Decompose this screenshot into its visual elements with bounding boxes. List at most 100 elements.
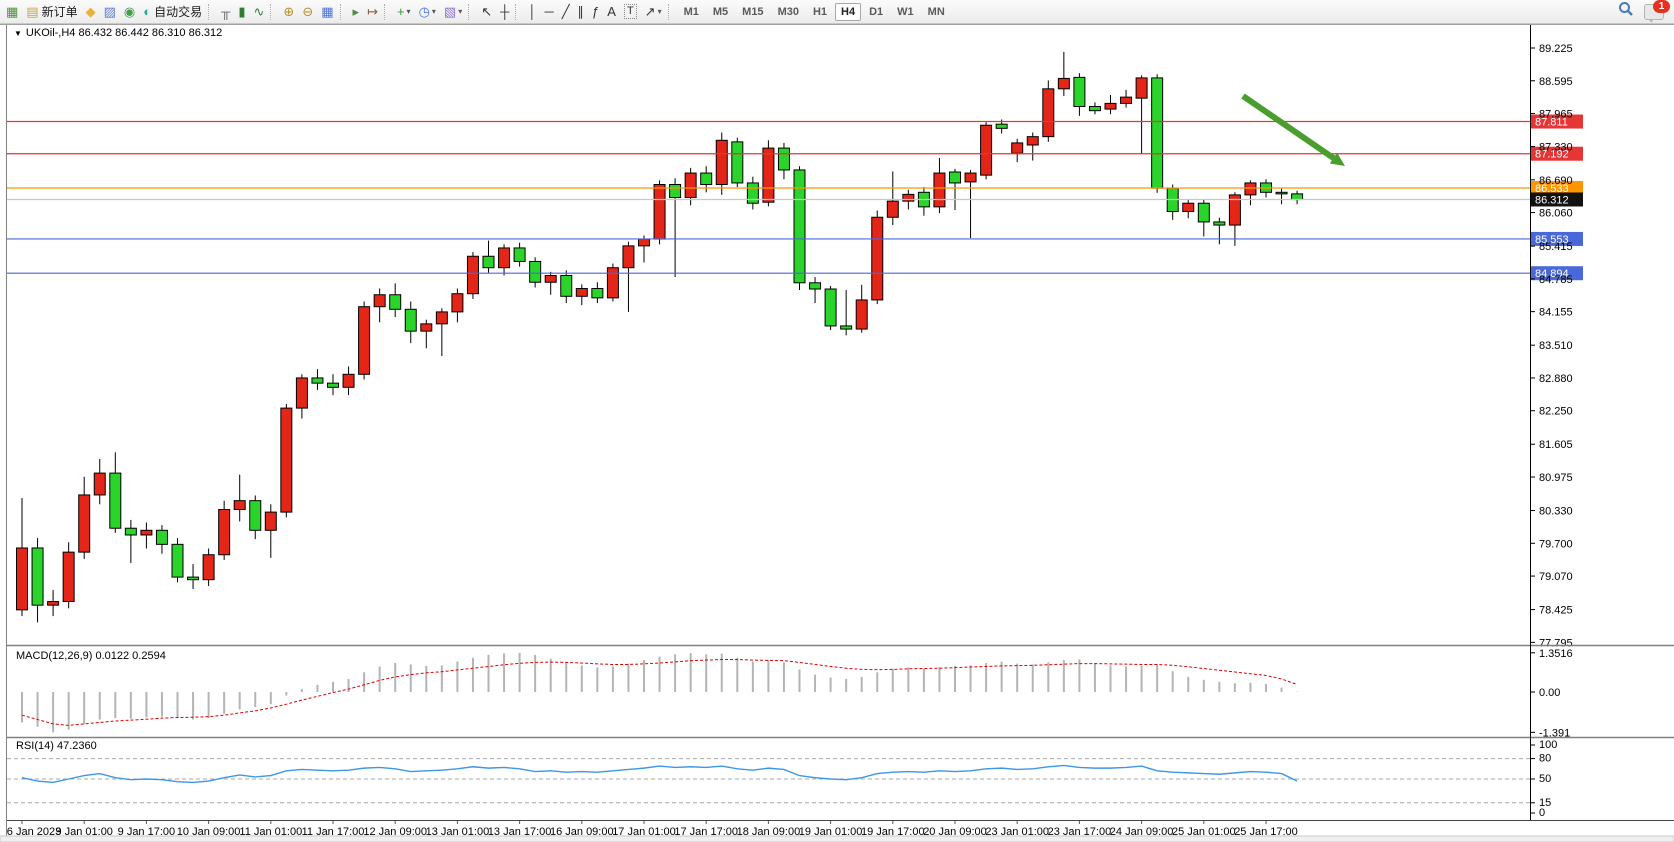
- vertical-line-icon: │: [528, 4, 537, 19]
- periods-button[interactable]: ◷ ▾: [415, 1, 440, 23]
- price-axis-tick-label: 88.595: [1539, 76, 1573, 88]
- symbol-quote-bar[interactable]: ▼ UKOil-,H4 86.432 86.442 86.310 86.312: [14, 27, 222, 39]
- line-chart-button[interactable]: ∿: [250, 1, 269, 23]
- candlestick: [249, 500, 262, 531]
- indicators-button[interactable]: + ▾: [393, 1, 415, 23]
- market-watch-button[interactable]: ▨: [100, 1, 120, 23]
- candlestick: [1182, 202, 1195, 213]
- price-level-tag: [1531, 180, 1583, 195]
- candlestick: [140, 529, 153, 536]
- candlestick: [342, 373, 355, 388]
- crosshair-button[interactable]: ┼: [496, 1, 513, 23]
- zoom-in-icon: ⊕: [283, 4, 295, 19]
- time-axis-label: 25 Jan 01:00: [1172, 826, 1236, 838]
- tile-windows-button[interactable]: ▦: [317, 1, 337, 23]
- fibonacci-button[interactable]: ƒ: [588, 1, 603, 23]
- periods-dropdown-icon[interactable]: ▾: [431, 7, 436, 16]
- text-label-icon: T: [623, 4, 637, 19]
- candlestick: [1135, 77, 1148, 99]
- price-axis-tick-label: 87.965: [1539, 109, 1573, 121]
- candlestick: [498, 247, 511, 269]
- new-order-button[interactable]: ▤ 新订单: [22, 1, 81, 23]
- rsi-axis-tick-label: 50: [1539, 773, 1551, 785]
- candlestick: [171, 543, 184, 578]
- rsi-axis-tick-label: 100: [1539, 739, 1557, 751]
- toolbar-group-chart-types: ╥ ▮ ∿: [217, 1, 268, 23]
- candlestick-chart-button[interactable]: ▮: [234, 1, 249, 23]
- search-icon[interactable]: [1618, 1, 1634, 22]
- notification-bubble-tail: [1648, 18, 1653, 23]
- candlestick: [1228, 194, 1241, 226]
- candlestick: [746, 182, 759, 204]
- metaeditor-button[interactable]: ◆: [82, 1, 100, 23]
- templates-dropdown-icon[interactable]: ▾: [458, 7, 463, 16]
- signals-icon: ◉: [123, 4, 136, 19]
- timeframe-m15[interactable]: M15: [742, 5, 764, 18]
- candlestick: [513, 247, 526, 262]
- new-chart-button[interactable]: ▦: [2, 1, 22, 23]
- macd-indicator-label: MACD(12,26,9) 0.0122 0.2594: [16, 650, 166, 662]
- candlestick: [964, 172, 977, 183]
- timeframe-m5[interactable]: M5: [712, 5, 729, 18]
- text-label-button[interactable]: T: [620, 1, 641, 23]
- macd-axis-tick-label: 1.3516: [1539, 648, 1573, 660]
- vertical-line-button[interactable]: │: [524, 1, 540, 23]
- toolbar-group-scroll: ▸ ↦: [349, 1, 382, 23]
- autotrading-button: ◐: [143, 4, 152, 19]
- timeframe-d1[interactable]: D1: [869, 5, 884, 18]
- line-chart-icon: ∿: [253, 4, 265, 19]
- candlestick: [1151, 77, 1164, 189]
- candlestick: [264, 511, 277, 531]
- toolbar-group-zoom: ⊕ ⊖ ▦: [279, 1, 337, 23]
- price-level-tag: [1531, 231, 1583, 246]
- candlestick: [949, 171, 961, 184]
- trendline-button[interactable]: ╱: [558, 1, 574, 23]
- trend-arrow[interactable]: [1241, 93, 1336, 161]
- zoom-out-icon: ⊖: [302, 4, 314, 19]
- price-level-tag: [1531, 192, 1583, 207]
- candlestick: [373, 294, 386, 308]
- price-level-tag-text: 87.192: [1535, 149, 1569, 161]
- auto-scroll-button[interactable]: ▸: [349, 1, 364, 23]
- arrows-dropdown-icon[interactable]: ▾: [657, 7, 662, 16]
- equidistant-channel-button[interactable]: ∥: [574, 1, 589, 23]
- candlestick: [420, 323, 433, 332]
- timeframe-h1[interactable]: H1: [812, 5, 828, 18]
- templates-button[interactable]: ▧ ▾: [440, 1, 466, 23]
- zoom-out-button[interactable]: ⊖: [298, 1, 317, 23]
- bar-chart-button[interactable]: ╥: [217, 1, 234, 23]
- candlestick: [1042, 88, 1055, 138]
- candlestick: [31, 547, 44, 606]
- new-order-button: ▤: [26, 4, 39, 19]
- candlestick: [591, 288, 604, 299]
- timeframe-w1[interactable]: W1: [897, 5, 914, 18]
- templates-icon: ▧: [443, 4, 457, 19]
- candlestick: [809, 282, 822, 290]
- price-axis-tick-label: 81.605: [1539, 439, 1573, 451]
- zoom-in-button[interactable]: ⊕: [279, 1, 298, 23]
- notifications-icon[interactable]: 1: [1644, 0, 1670, 23]
- text-button[interactable]: A: [603, 1, 620, 23]
- timeframe-h4[interactable]: H4: [835, 2, 862, 21]
- signals-button[interactable]: ◉: [120, 1, 139, 23]
- candlestick: [295, 377, 308, 409]
- autotrading-button[interactable]: ◐ 自动交易: [139, 1, 206, 23]
- toolbar-separator: [339, 3, 345, 20]
- candlestick: [575, 288, 588, 297]
- periods-icon: ◷: [418, 4, 430, 19]
- candlestick: [793, 169, 806, 284]
- price-axis-tick-label: 84.785: [1539, 274, 1573, 286]
- indicators-dropdown-icon[interactable]: ▾: [406, 7, 411, 16]
- horizontal-line-button[interactable]: ─: [540, 1, 557, 23]
- toolbar-group-trade: ▦ ▤ 新订单 ◆ ▨ ◉ ◐ 自动交易: [2, 1, 206, 23]
- chart-shift-button[interactable]: ↦: [363, 1, 382, 23]
- cursor-button[interactable]: ↖: [477, 1, 496, 23]
- price-axis-tick-label: 79.700: [1539, 538, 1573, 550]
- timeframe-mn[interactable]: MN: [927, 5, 945, 18]
- timeframe-m30[interactable]: M30: [777, 5, 799, 18]
- arrows-button[interactable]: ↗ ▾: [641, 1, 666, 23]
- candlestick: [280, 407, 293, 513]
- timeframe-m1[interactable]: M1: [683, 5, 699, 18]
- rsi-axis-tick-label: 80: [1539, 753, 1551, 765]
